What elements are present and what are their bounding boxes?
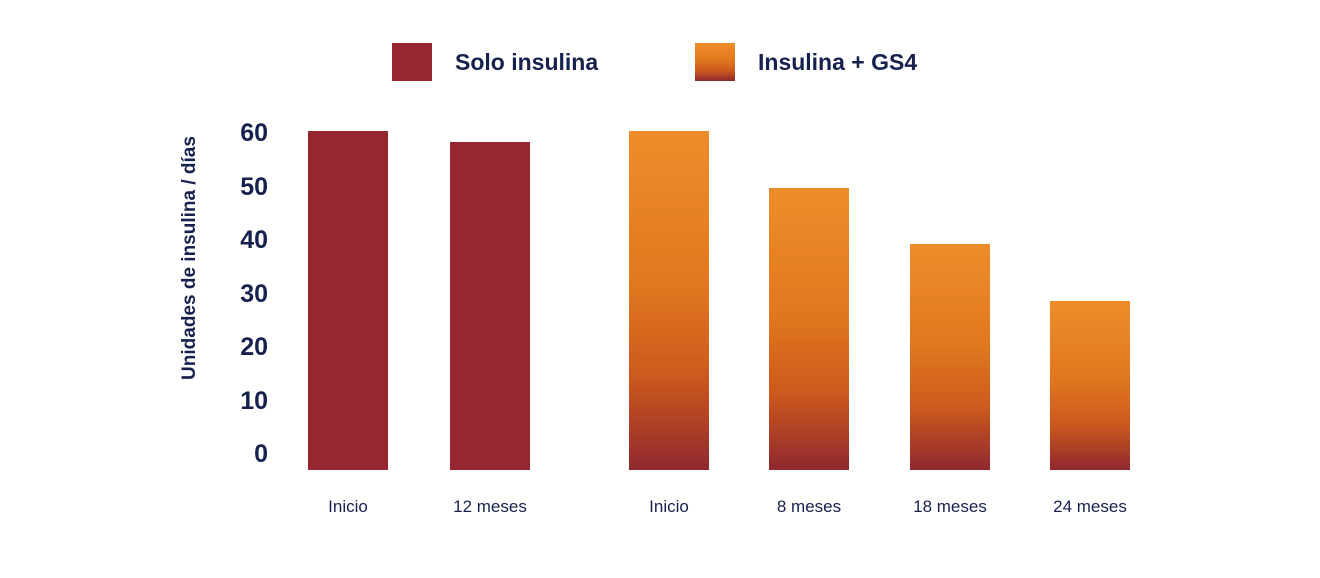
bar xyxy=(910,244,990,470)
bar xyxy=(450,142,530,470)
bar xyxy=(629,131,709,470)
x-label: 18 meses xyxy=(913,497,987,516)
bar xyxy=(308,131,388,470)
legend-swatch-solo-insulina xyxy=(392,43,432,81)
x-label: Inicio xyxy=(649,497,689,516)
x-label: 24 meses xyxy=(1053,497,1127,516)
x-label: 12 meses xyxy=(453,497,527,516)
legend-label-solo-insulina: Solo insulina xyxy=(455,48,599,75)
y-tick: 60 xyxy=(240,119,268,147)
x-label: Inicio xyxy=(328,497,368,516)
y-tick: 0 xyxy=(254,440,268,468)
legend-label-insulina-gs4: Insulina + GS4 xyxy=(758,48,918,75)
legend-item-insulina-gs4: Insulina + GS4 xyxy=(695,43,917,81)
y-tick: 50 xyxy=(240,172,268,201)
y-tick: 40 xyxy=(240,226,268,254)
legend-swatch-insulina-gs4 xyxy=(695,43,735,81)
bar xyxy=(769,187,849,470)
x-label: 8 meses xyxy=(776,497,842,516)
legend-item-solo-insulina: Solo insulina xyxy=(392,43,598,81)
y-tick: 10 xyxy=(240,386,268,415)
y-tick: 20 xyxy=(240,333,268,361)
y-tick: 30 xyxy=(240,279,268,308)
bar xyxy=(1050,300,1130,470)
